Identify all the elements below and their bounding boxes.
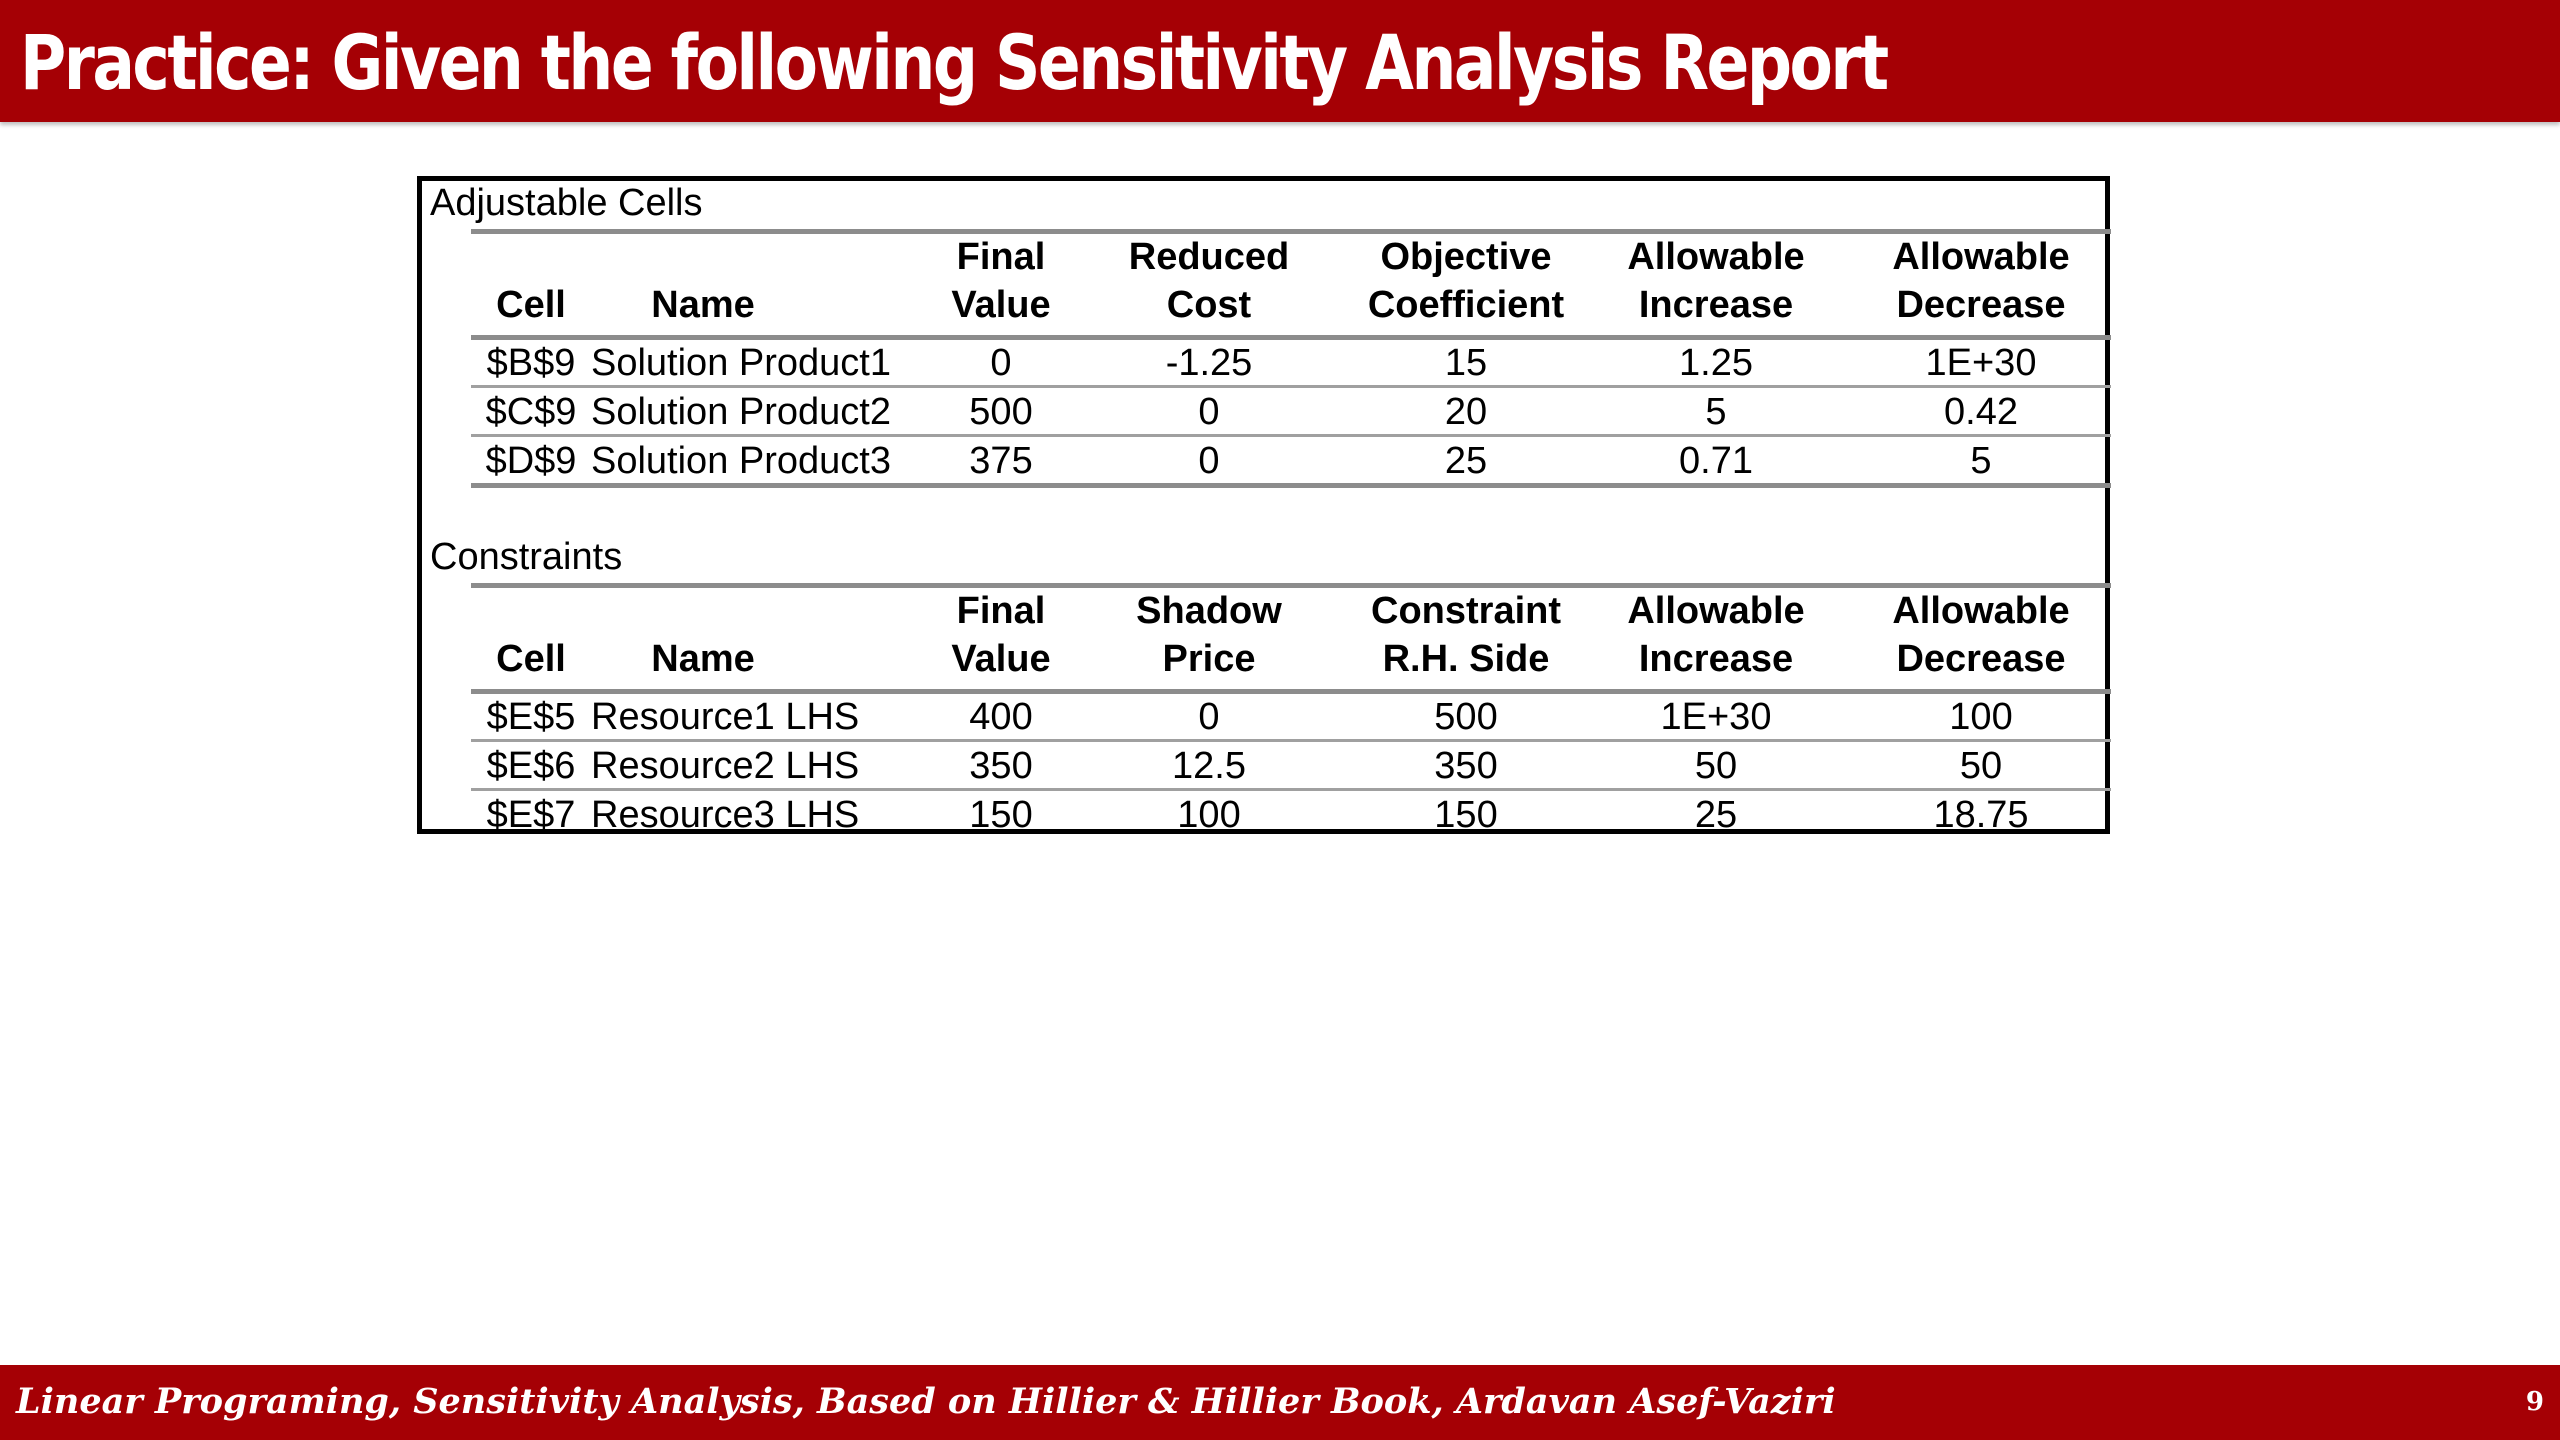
column-header-bottom: Decrease [1896, 284, 2066, 326]
column-header-top: Allowable [1892, 236, 2070, 278]
table-cell: 0 [1198, 696, 1220, 738]
table-cell: 25 [1444, 440, 1488, 482]
table-cell: 50 [1694, 745, 1738, 787]
table-cell: 50 [1959, 745, 2003, 787]
column-header-top: Constraint [1371, 590, 1561, 632]
table-cell: 0 [990, 342, 1012, 384]
table-cell: 12.5 [1172, 745, 1246, 787]
sensitivity-report: Adjustable Cells Cell Name Final Value Reduc… [417, 176, 2111, 836]
table-cell: Solution Product3 [591, 440, 891, 482]
column-header-top: Allowable [1627, 236, 1805, 278]
adjustable-cells-table: Cell Name Final Value Reduced Cost Objective Co… [471, 229, 2111, 669]
table-cell: 150 [969, 794, 1033, 836]
header-top-rule [471, 229, 2111, 234]
row-separator [471, 385, 2111, 388]
header-bottom-rule [471, 335, 2111, 340]
column-header-top: Objective [1380, 236, 1552, 278]
table-cell: $B$9 [486, 342, 576, 384]
table-cell: Resource3 LHS [591, 794, 860, 836]
table-cell: Solution Product1 [591, 342, 891, 384]
title-banner: Practice: Given the following Sensitivit… [0, 0, 2560, 122]
table-cell: $E$6 [486, 745, 576, 787]
constraints-label: Constraints [430, 536, 623, 578]
column-header-bottom: Cell [496, 284, 566, 326]
column-header-top: Allowable [1627, 590, 1805, 632]
table-cell: 5 [1970, 440, 1992, 482]
column-header-top: Final [956, 590, 1046, 632]
constraints-table: Cell Name Final Value Shadow Price Constraint R… [471, 583, 2111, 836]
table-cell: Solution Product2 [591, 391, 891, 433]
table-cell: -1.25 [1165, 342, 1253, 384]
table-cell: 5 [1705, 391, 1727, 433]
table-cell: 350 [969, 745, 1033, 787]
table-cell: 150 [1434, 794, 1498, 836]
table-cell: 350 [1434, 745, 1498, 787]
table-cell: 100 [1177, 794, 1241, 836]
column-header-bottom: Price [1162, 638, 1256, 680]
table-cell: 0.42 [1944, 391, 2018, 433]
column-header-bottom: Value [951, 638, 1051, 680]
column-header-top: Reduced [1128, 236, 1290, 278]
column-header-bottom: Name [651, 284, 755, 326]
footer-banner: Linear Programing, Sensitivity Analysis,… [0, 1365, 2560, 1440]
table-cell: 0.71 [1679, 440, 1753, 482]
column-header-top: Allowable [1892, 590, 2070, 632]
column-header-bottom: Cell [496, 638, 566, 680]
table-cell: $E$5 [486, 696, 576, 738]
page-number: 9 [2525, 1387, 2544, 1417]
table-cell: 400 [969, 696, 1033, 738]
table-cell: Resource1 LHS [591, 696, 860, 738]
table-cell: 20 [1444, 391, 1488, 433]
table-cell: 25 [1694, 794, 1738, 836]
table-cell: 1E+30 [1925, 342, 2037, 384]
header-top-rule [471, 583, 2111, 588]
table-cell: 375 [969, 440, 1033, 482]
slide-title: Practice: Given the following Sensitivit… [20, 18, 1889, 107]
table-cell: 18.75 [1933, 794, 2029, 836]
table-cell: $C$9 [485, 391, 577, 433]
column-header-bottom: Increase [1638, 638, 1794, 680]
table-cell: 15 [1444, 342, 1488, 384]
row-separator [471, 434, 2111, 437]
column-header-bottom: Cost [1166, 284, 1252, 326]
column-header-top: Shadow [1136, 590, 1282, 632]
table-cell: 100 [1949, 696, 2013, 738]
table-cell: 500 [969, 391, 1033, 433]
header-bottom-rule [471, 689, 2111, 694]
row-separator [471, 788, 2111, 791]
column-header-bottom: Value [951, 284, 1051, 326]
table-cell: $E$7 [486, 794, 576, 836]
footer-citation: Linear Programing, Sensitivity Analysis,… [16, 1381, 1836, 1422]
table-bottom-rule [471, 483, 2111, 488]
table-cell: 0 [1198, 440, 1220, 482]
column-header-bottom: Name [651, 638, 755, 680]
table-cell: Resource2 LHS [591, 745, 860, 787]
table-cell: 1.25 [1679, 342, 1753, 384]
table-cell: 1E+30 [1660, 696, 1772, 738]
table-cell: 500 [1434, 696, 1498, 738]
column-header-bottom: Decrease [1896, 638, 2066, 680]
column-header-top: Final [956, 236, 1046, 278]
row-separator [471, 739, 2111, 742]
table-cell: 0 [1198, 391, 1220, 433]
adjustable-cells-label: Adjustable Cells [430, 182, 703, 224]
column-header-bottom: Increase [1638, 284, 1794, 326]
column-header-bottom: Coefficient [1367, 284, 1565, 326]
column-header-bottom: R.H. Side [1382, 638, 1550, 680]
table-cell: $D$9 [485, 440, 577, 482]
